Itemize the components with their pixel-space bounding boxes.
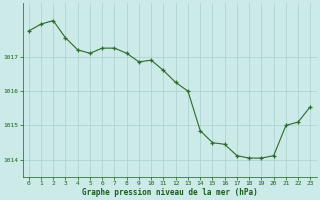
X-axis label: Graphe pression niveau de la mer (hPa): Graphe pression niveau de la mer (hPa) — [82, 188, 258, 197]
